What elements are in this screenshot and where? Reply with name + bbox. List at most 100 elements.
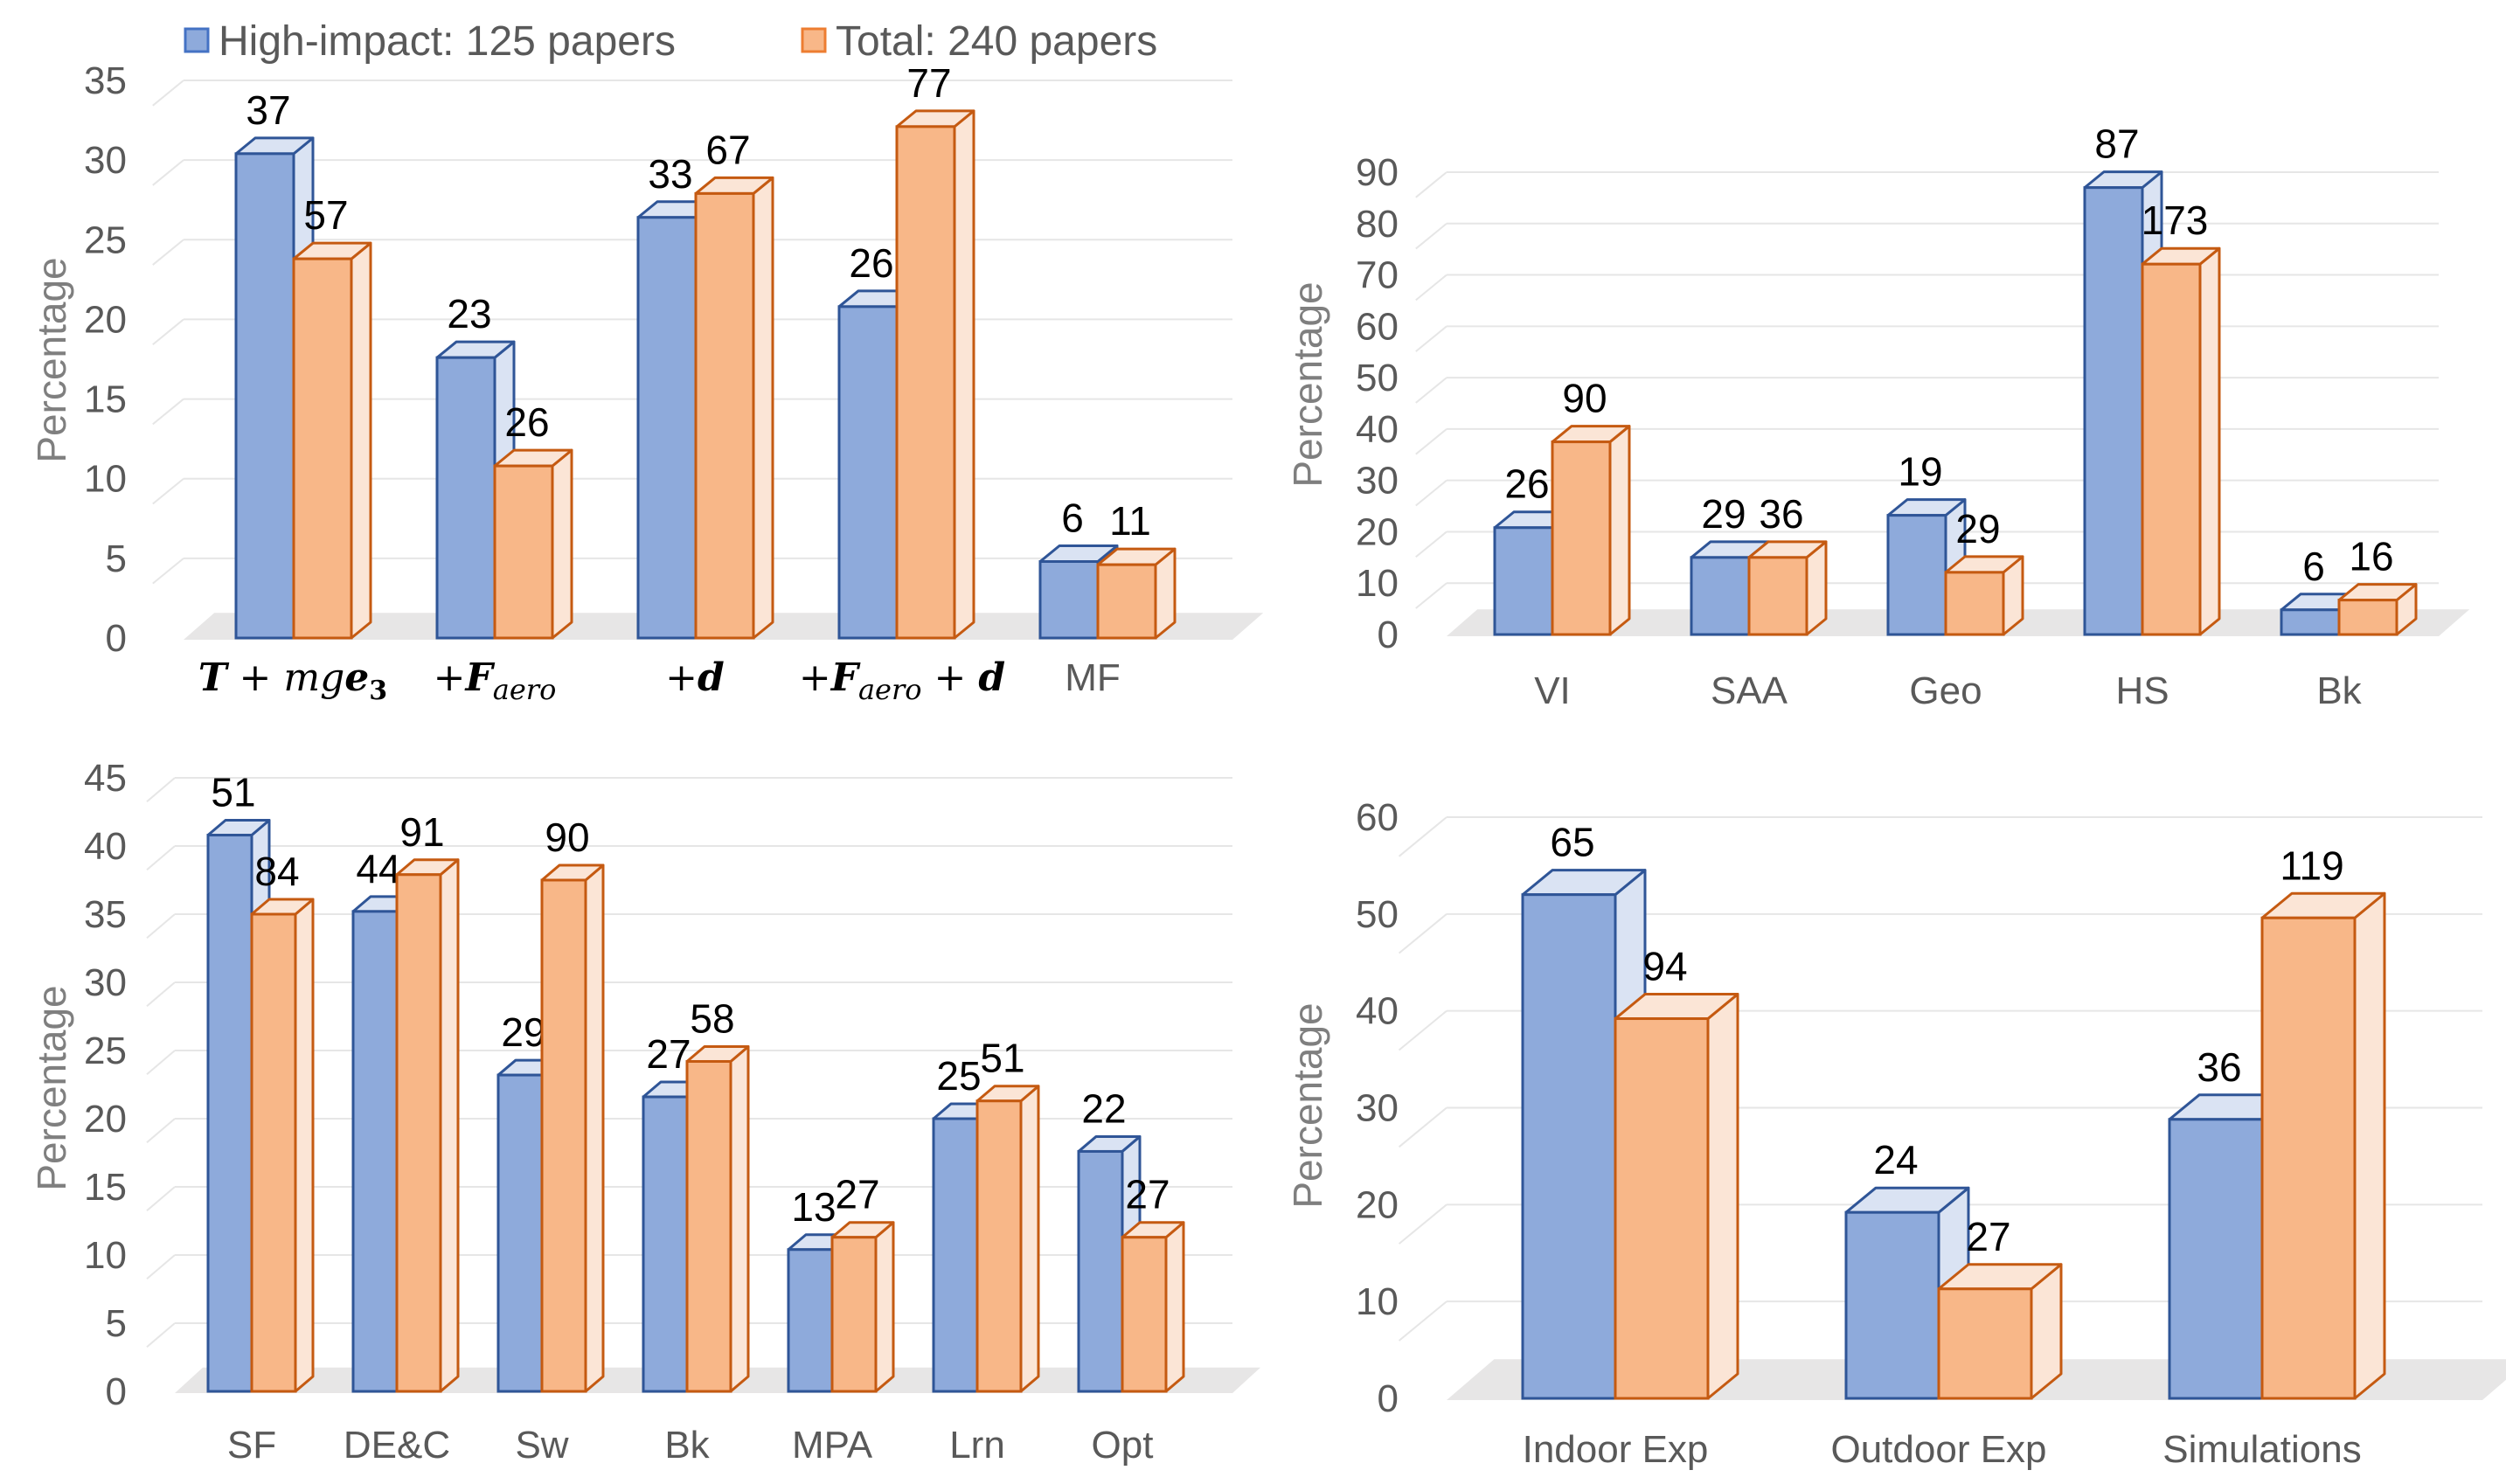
bar-lrn-total bbox=[975, 1099, 1023, 1393]
y-tick-label: 10 bbox=[84, 458, 127, 501]
bar-sw-total bbox=[540, 878, 587, 1393]
y-tick-label: 30 bbox=[1356, 460, 1399, 503]
y-tick-label: 60 bbox=[1356, 305, 1399, 348]
bar-sw-high-impact bbox=[496, 1073, 544, 1393]
gridline-depth bbox=[1415, 377, 1447, 404]
data-label-bk-total: 16 bbox=[2349, 534, 2393, 579]
gridline-depth bbox=[1415, 171, 1447, 198]
gridline-depth bbox=[152, 318, 184, 346]
y-tick-label: 10 bbox=[1356, 1280, 1399, 1323]
gridline-depth bbox=[1415, 530, 1447, 558]
bar-f-aero-d-total bbox=[895, 125, 956, 640]
y-tick-label: 30 bbox=[84, 139, 127, 182]
data-label-de-c-high-impact: 44 bbox=[356, 846, 400, 891]
y-tick-label: 45 bbox=[84, 757, 127, 800]
legend-label-high-impact: High-impact: 125 papers bbox=[219, 18, 676, 65]
data-label-simulations-high-impact: 36 bbox=[2197, 1044, 2241, 1090]
bar-sw-total-side bbox=[584, 863, 605, 1393]
y-tick-label: 90 bbox=[1356, 151, 1399, 194]
gridline-depth bbox=[146, 981, 176, 1007]
data-label-simulations-total: 119 bbox=[2280, 843, 2343, 888]
legend-swatch-high-impact bbox=[184, 27, 210, 53]
x-tick-label-cat0: T + mge3 bbox=[198, 655, 387, 706]
gridline-depth bbox=[152, 159, 184, 186]
x-tick-label-cat3: +Faero + d bbox=[799, 655, 1005, 706]
gridline-depth bbox=[152, 80, 184, 107]
y-tick-label: 5 bbox=[106, 537, 127, 580]
x-tick-label-vi: VI bbox=[1534, 669, 1571, 712]
bar-indoor-exp-total-side bbox=[1706, 993, 1739, 1400]
chart-categories-a: Percentage 0 10 20 30 40 50 60 70 80 90 26 90 VI 29 36… bbox=[1285, 121, 2470, 712]
bar-geo-total bbox=[1944, 571, 2005, 636]
gridline-depth bbox=[1398, 1203, 1447, 1245]
data-label-geo-total: 29 bbox=[1955, 506, 2000, 551]
gridline-depth bbox=[1415, 223, 1447, 250]
y-axis-label: Percentage bbox=[1285, 281, 1330, 487]
bar-sf-total-side bbox=[294, 898, 315, 1393]
y-tick-label: 0 bbox=[1378, 1377, 1399, 1420]
x-tick-label-cat1: +Faero bbox=[434, 655, 557, 706]
data-label-de-c-total: 91 bbox=[399, 809, 444, 855]
bar-bk-total-side bbox=[729, 1044, 750, 1393]
data-label-t-mge3-total: 57 bbox=[303, 192, 348, 238]
y-tick-label: 0 bbox=[106, 1370, 127, 1413]
y-tick-label: 15 bbox=[84, 378, 127, 421]
data-label-mpa-high-impact: 13 bbox=[791, 1184, 836, 1230]
bar-saa-high-impact bbox=[1690, 556, 1751, 636]
x-tick-label-saa: SAA bbox=[1711, 669, 1788, 712]
gridline-depth bbox=[1415, 428, 1447, 455]
bar-hs-high-impact bbox=[2083, 186, 2144, 636]
bar-d-total-side bbox=[752, 176, 774, 640]
bar-t-mge3-high-impact bbox=[234, 152, 295, 640]
data-label-mf-high-impact: 6 bbox=[1061, 496, 1084, 541]
data-label-sw-total: 90 bbox=[545, 815, 589, 860]
data-label-opt-total: 27 bbox=[1125, 1172, 1170, 1217]
y-tick-label: 15 bbox=[84, 1166, 127, 1209]
y-tick-label: 20 bbox=[84, 1098, 127, 1141]
bar-hs-total-side bbox=[2198, 246, 2221, 636]
bar-mpa-total bbox=[830, 1236, 878, 1393]
x-tick-label-cat2: +d bbox=[665, 655, 725, 700]
y-tick-label: 25 bbox=[84, 1030, 127, 1072]
bar-lrn-total-side bbox=[1019, 1085, 1040, 1393]
x-tick-label-bk: Bk bbox=[664, 1424, 710, 1467]
gridline-depth bbox=[146, 1118, 176, 1143]
bar-sf-high-impact bbox=[206, 834, 253, 1393]
bar-saa-total bbox=[1747, 556, 1808, 636]
y-tick-label: 20 bbox=[1356, 1183, 1399, 1226]
bar-de-c-total-side bbox=[439, 858, 460, 1393]
data-label-t-mge3-high-impact: 37 bbox=[246, 87, 290, 133]
data-label-saa-total: 36 bbox=[1759, 491, 1803, 537]
gridline-depth bbox=[152, 398, 184, 426]
x-tick-label-bk: Bk bbox=[2316, 669, 2362, 712]
legend-swatch-total bbox=[801, 27, 827, 53]
data-label-bk-high-impact: 6 bbox=[2302, 544, 2325, 589]
y-tick-label: 35 bbox=[84, 59, 127, 102]
data-label-saa-high-impact: 29 bbox=[1701, 491, 1746, 537]
bar-vi-total-side bbox=[1608, 425, 1631, 636]
data-label-hs-high-impact: 87 bbox=[2094, 121, 2139, 167]
bar-mpa-total-side bbox=[874, 1221, 895, 1393]
bar-simulations-total-side bbox=[2353, 891, 2386, 1400]
gridline-depth bbox=[1398, 816, 1447, 857]
bar-outdoor-exp-high-impact bbox=[1844, 1210, 1940, 1400]
bar-de-c-high-impact bbox=[351, 910, 399, 1393]
data-label-lrn-total: 51 bbox=[980, 1036, 1024, 1081]
data-label-sw-high-impact: 29 bbox=[501, 1009, 545, 1055]
bar-indoor-exp-high-impact bbox=[1521, 893, 1617, 1400]
chart-experiments: Percentage 0 10 20 30 40 50 60 65 94 Indoor Exp 24… bbox=[1285, 796, 2506, 1471]
bar-mpa-high-impact bbox=[787, 1248, 834, 1393]
data-label-d-total: 67 bbox=[705, 127, 750, 172]
x-tick-label-cat4: MF bbox=[1065, 656, 1121, 699]
legend-label-total: Total: 240 papers bbox=[836, 18, 1157, 65]
x-tick-label-opt: Opt bbox=[1092, 1424, 1154, 1467]
bar-f-aero-high-impact bbox=[435, 356, 496, 640]
data-label-f-aero-d-total: 77 bbox=[906, 60, 951, 106]
gridline-depth bbox=[1415, 274, 1447, 302]
bar-bk-total bbox=[2337, 599, 2398, 636]
data-label-opt-high-impact: 22 bbox=[1081, 1085, 1126, 1131]
y-tick-label: 0 bbox=[106, 617, 127, 660]
gridline-depth bbox=[1398, 1300, 1447, 1342]
data-label-geo-high-impact: 19 bbox=[1898, 449, 1942, 495]
